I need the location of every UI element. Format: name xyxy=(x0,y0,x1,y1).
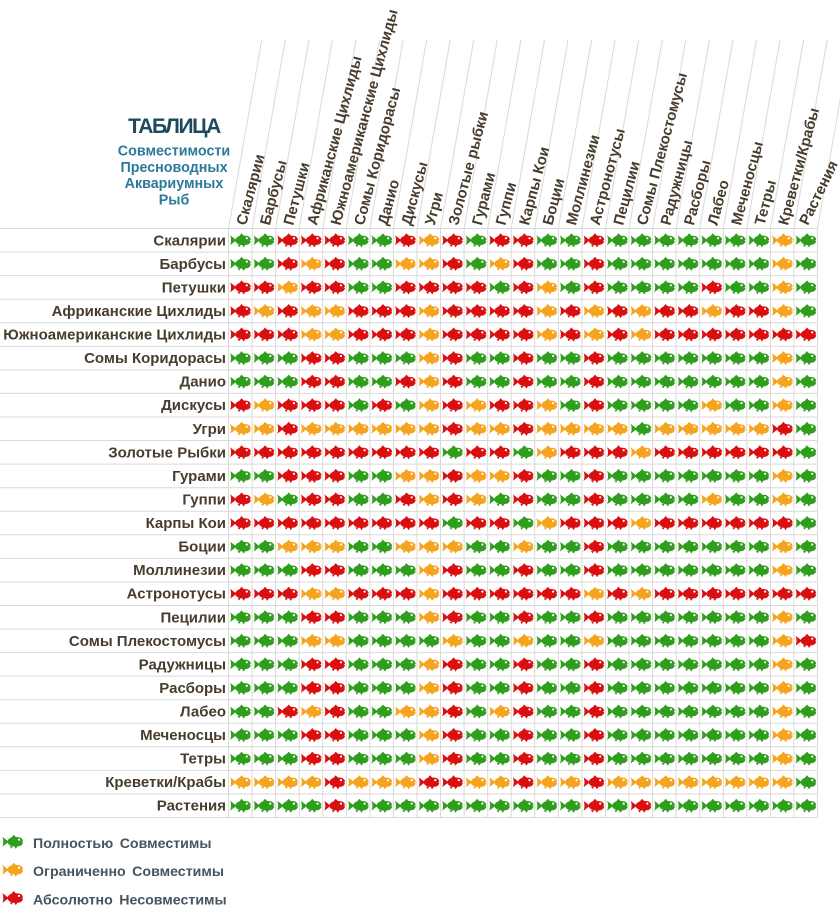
svg-text:Ограниченно Совместимы: Ограниченно Совместимы xyxy=(33,864,224,880)
svg-text:Растения: Растения xyxy=(157,798,226,815)
svg-text:Тетры: Тетры xyxy=(180,751,226,768)
svg-text:Радужницы: Радужницы xyxy=(139,656,226,673)
svg-text:Абсолютно Несовместимы: Абсолютно Несовместимы xyxy=(33,892,227,908)
svg-text:Гурами: Гурами xyxy=(172,468,226,485)
svg-text:Скалярии: Скалярии xyxy=(153,232,226,249)
svg-text:Сомы Плекостомусы: Сомы Плекостомусы xyxy=(69,633,226,650)
svg-text:Моллинезии: Моллинезии xyxy=(133,562,226,579)
svg-text:Меченосцы: Меченосцы xyxy=(140,727,226,744)
svg-text:Гуппи: Гуппи xyxy=(182,492,226,509)
svg-text:Совместимости: Совместимости xyxy=(118,144,230,160)
svg-text:Сомы Коридорасы: Сомы Коридорасы xyxy=(84,350,226,367)
svg-text:Угри: Угри xyxy=(193,421,226,438)
svg-text:Боции: Боции xyxy=(178,539,226,556)
svg-text:Карпы Кои: Карпы Кои xyxy=(146,515,226,532)
svg-text:Золотые Рыбки: Золотые Рыбки xyxy=(108,444,226,461)
svg-text:Аквариумных: Аквариумных xyxy=(125,176,224,192)
svg-text:Африканские Цихлиды: Африканские Цихлиды xyxy=(52,303,226,320)
svg-text:Рыб: Рыб xyxy=(159,192,190,208)
svg-text:Астронотусы: Астронотусы xyxy=(127,586,226,603)
svg-text:Креветки/Крабы: Креветки/Крабы xyxy=(105,774,226,791)
svg-text:Расборы: Расборы xyxy=(159,680,226,697)
svg-text:Барбусы: Барбусы xyxy=(160,256,226,273)
svg-text:Пресноводных: Пресноводных xyxy=(120,160,227,176)
svg-text:Дискусы: Дискусы xyxy=(161,397,226,414)
svg-text:ТАБЛИЦА: ТАБЛИЦА xyxy=(128,115,221,138)
svg-text:Петушки: Петушки xyxy=(162,279,226,296)
svg-text:Данио: Данио xyxy=(180,374,226,391)
svg-text:Южноамериканские Цихлиды: Южноамериканские Цихлиды xyxy=(3,327,226,344)
svg-text:Полностью Совместимы: Полностью Совместимы xyxy=(33,836,212,852)
svg-text:Лабео: Лабео xyxy=(180,704,226,721)
svg-text:Пецилии: Пецилии xyxy=(160,609,226,626)
